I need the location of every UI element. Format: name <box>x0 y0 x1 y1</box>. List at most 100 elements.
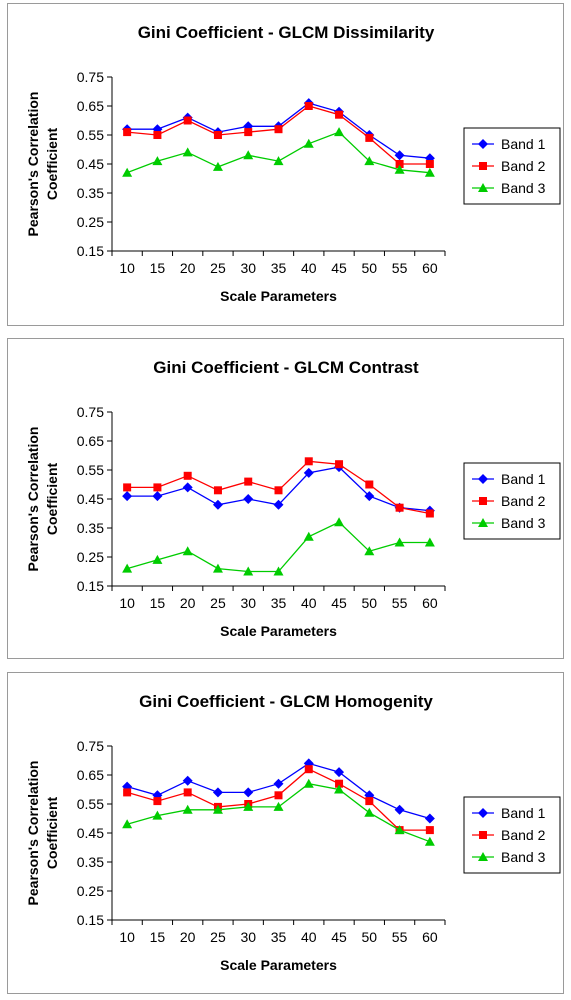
y-tick-label: 0.25 <box>77 214 104 230</box>
data-point-band-2 <box>335 779 344 788</box>
y-tick-label: 0.75 <box>77 738 104 754</box>
data-point-band-1 <box>182 775 193 786</box>
legend-label-band-2: Band 2 <box>501 158 546 174</box>
data-point-band-1 <box>212 499 223 510</box>
data-point-band-3 <box>303 138 314 148</box>
x-tick-label: 60 <box>422 929 438 945</box>
y-axis-label-line1: Pearson's Correlation <box>25 92 41 237</box>
x-tick-label: 30 <box>240 929 256 945</box>
data-point-band-3 <box>273 156 284 166</box>
y-tick-label: 0.45 <box>77 491 104 507</box>
chart-title: Gini Coefficient - GLCM Dissimilarity <box>138 23 435 42</box>
data-point-band-1 <box>273 499 284 510</box>
data-point-band-3 <box>182 804 193 814</box>
data-point-band-2 <box>213 486 222 495</box>
data-point-band-1 <box>182 482 193 493</box>
y-tick-label: 0.35 <box>77 854 104 870</box>
x-tick-label: 15 <box>150 595 166 611</box>
x-tick-label: 10 <box>119 595 135 611</box>
data-point-band-3 <box>334 517 345 527</box>
x-tick-label: 35 <box>271 595 287 611</box>
legend-label-band-1: Band 1 <box>501 471 546 487</box>
y-tick-label: 0.65 <box>77 433 104 449</box>
data-point-band-1 <box>394 804 405 815</box>
x-tick-label: 45 <box>331 929 347 945</box>
chart-svg-homogenity: Gini Coefficient - GLCM Homogenity 0.15 0.… <box>25 692 561 973</box>
data-point-band-3 <box>243 150 254 160</box>
data-point-band-2 <box>365 480 374 489</box>
data-point-band-3 <box>182 147 193 157</box>
y-tick-label: 0.55 <box>77 462 104 478</box>
data-point-band-2 <box>123 128 132 137</box>
y-tick-label: 0.75 <box>77 69 104 85</box>
data-point-band-3 <box>334 784 345 794</box>
data-point-band-2 <box>153 131 162 139</box>
x-tick-label: 10 <box>119 929 135 945</box>
data-point-band-2 <box>274 486 283 495</box>
chart-svg-dissimilarity: Gini Coefficient - GLCM Dissimilarity 0.1… <box>25 23 561 304</box>
x-tick-label: 15 <box>150 929 166 945</box>
x-tick-label: 25 <box>210 260 226 276</box>
data-point-band-1 <box>212 787 223 798</box>
series-line-band-2 <box>127 105 430 165</box>
legend-marker-band-3 <box>478 518 488 527</box>
x-tick-label: 45 <box>331 260 347 276</box>
data-point-band-3 <box>303 778 314 788</box>
data-point-band-3 <box>394 164 405 174</box>
y-tick-label: 0.35 <box>77 185 104 201</box>
x-axis-label: Scale Parameters <box>220 623 337 639</box>
data-point-band-3 <box>212 804 223 814</box>
y-axis-label-line2: Coefficient <box>44 127 60 200</box>
data-point-band-2 <box>213 131 222 139</box>
data-point-band-3 <box>394 537 405 547</box>
data-point-band-3 <box>273 801 284 811</box>
data-point-band-2 <box>153 797 162 806</box>
data-point-band-2 <box>425 826 434 835</box>
x-tick-label: 25 <box>210 595 226 611</box>
y-tick-label: 0.15 <box>77 243 104 259</box>
data-point-band-2 <box>365 797 374 806</box>
data-point-band-1 <box>303 758 314 769</box>
legend-label-band-3: Band 3 <box>501 515 546 531</box>
data-point-band-2 <box>395 503 404 512</box>
data-point-band-3 <box>364 156 375 166</box>
data-point-band-1 <box>273 778 284 789</box>
data-point-band-3 <box>334 127 345 137</box>
data-point-band-3 <box>303 531 314 541</box>
x-tick-label: 45 <box>331 595 347 611</box>
data-point-band-3 <box>152 554 163 564</box>
y-tick-label: 0.15 <box>77 578 104 594</box>
data-point-band-3 <box>152 156 163 166</box>
y-tick-label: 0.35 <box>77 520 104 536</box>
chart-title: Gini Coefficient - GLCM Homogenity <box>139 692 433 711</box>
x-tick-label: 10 <box>119 260 135 276</box>
data-point-band-1 <box>122 491 133 502</box>
x-tick-label: 20 <box>180 595 196 611</box>
y-tick-label: 0.25 <box>77 883 104 899</box>
data-point-band-1 <box>243 787 254 798</box>
x-tick-label: 55 <box>392 260 408 276</box>
data-point-band-3 <box>424 836 435 846</box>
data-point-band-2 <box>304 102 313 110</box>
x-tick-label: 40 <box>301 260 317 276</box>
y-tick-label: 0.45 <box>77 156 104 172</box>
y-axis-label-line1: Pearson's Correlation <box>25 427 41 572</box>
x-tick-label: 60 <box>422 595 438 611</box>
legend-marker-band-1 <box>478 139 488 149</box>
data-point-band-2 <box>365 133 374 142</box>
data-point-band-3 <box>424 167 435 177</box>
data-point-band-1 <box>394 150 405 161</box>
data-point-band-2 <box>183 471 192 480</box>
chart-svg-contrast: Gini Coefficient - GLCM Contrast 0.15 0.25… <box>25 358 561 639</box>
chart-panel-dissimilarity: Gini Coefficient - GLCM Dissimilarity 0.1… <box>7 3 564 326</box>
series-line-band-3 <box>126 521 430 573</box>
y-tick-label: 0.55 <box>77 796 104 812</box>
data-point-band-2 <box>425 160 434 168</box>
legend-label-band-1: Band 1 <box>501 805 546 821</box>
y-tick-label: 0.55 <box>77 127 104 143</box>
x-tick-label: 40 <box>301 929 317 945</box>
legend-marker-band-1 <box>478 474 488 484</box>
x-tick-label: 50 <box>362 260 378 276</box>
chart-title: Gini Coefficient - GLCM Contrast <box>153 358 419 377</box>
legend-marker-band-3 <box>478 183 488 192</box>
